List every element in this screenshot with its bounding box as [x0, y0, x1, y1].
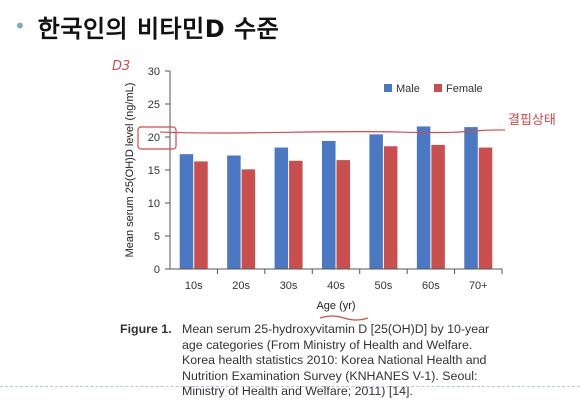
y-tick-label: 25: [148, 99, 160, 111]
bar-male-50s: [369, 134, 383, 269]
bar-male-10s: [179, 154, 194, 269]
x-tick-label: 30s: [280, 280, 298, 292]
x-tick-label: 20s: [232, 280, 250, 292]
bar-male-60s: [416, 126, 431, 269]
bar-male-70+: [464, 127, 478, 269]
bar-female-50s: [383, 146, 398, 269]
bar-female-30s: [289, 160, 303, 269]
y-tick-label: 0: [154, 264, 160, 276]
x-tick-label: 70+: [469, 280, 488, 292]
y-tick-label: 30: [148, 66, 160, 78]
slide-title: • 한국인의 비타민D 수준: [14, 6, 279, 46]
annotation-d3: D3: [112, 59, 130, 74]
bar-male-20s: [227, 155, 241, 269]
x-tick-label: 10s: [185, 280, 203, 292]
y-tick-label: 5: [154, 231, 160, 243]
caption-label: Figure 1.: [120, 322, 172, 336]
y-tick-label: 20: [148, 132, 160, 144]
bar-female-40s: [336, 160, 350, 269]
bar-male-30s: [274, 147, 289, 269]
legend-label-female: Female: [446, 83, 483, 95]
bar-female-20s: [241, 169, 256, 269]
bar-chart: 0 5 10 15 20 25 30 10s 20s 30s 40s 50s 60s 70+ Male Fe…: [112, 59, 556, 321]
legend-swatch-male: [384, 84, 392, 92]
bar-female-60s: [431, 144, 445, 269]
legend-label-male: Male: [396, 83, 420, 95]
page-title: 한국인의 비타민D 수준: [37, 14, 280, 43]
legend-swatch-female: [434, 84, 442, 92]
x-tick-label: 40s: [327, 280, 345, 292]
x-tick-label: 50s: [375, 280, 393, 292]
bar-male-40s: [322, 140, 336, 269]
bar-female-70+: [478, 147, 493, 269]
footer-divider: [0, 386, 580, 388]
caption-text: Mean serum 25-hydroxyvitamin D [25(OH)D]…: [182, 322, 490, 398]
annotation-deficiency: 결핍상태: [508, 113, 556, 128]
figure-caption: Figure 1. Mean serum 25-hydroxyvitamin D…: [120, 322, 500, 400]
bullet-icon: •: [14, 14, 26, 38]
x-axis-title: Age (yr): [316, 300, 355, 312]
y-tick-label: 10: [148, 198, 160, 210]
y-axis-title: Mean serum 25(OH)D level (ng/mL): [124, 83, 136, 258]
reference-line-20: [159, 129, 506, 134]
x-title-underline: [319, 315, 369, 321]
y-tick-label: 15: [148, 165, 160, 177]
highlight-box-20: [137, 126, 177, 150]
bar-female-10s: [194, 161, 208, 269]
x-tick-label: 60s: [422, 280, 440, 292]
